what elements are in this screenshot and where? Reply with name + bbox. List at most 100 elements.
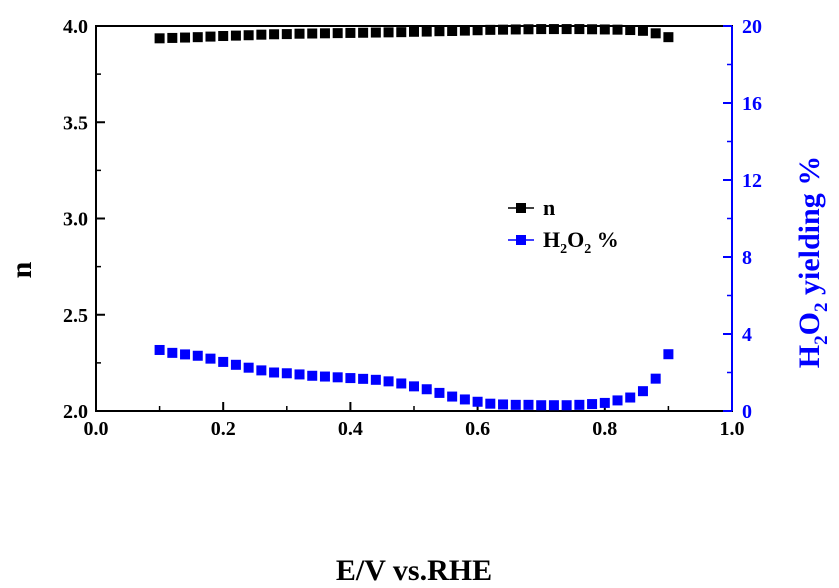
- left-y-tick-label: 2.5: [63, 305, 88, 327]
- data-point-n: [319, 28, 330, 39]
- data-point-n: [434, 26, 445, 37]
- data-point-h2o2: [650, 373, 661, 384]
- legend-h2o2-marker: [516, 235, 526, 245]
- data-point-n: [396, 27, 407, 38]
- data-point-n: [230, 30, 241, 41]
- data-point-h2o2: [358, 373, 369, 384]
- data-point-n: [256, 29, 267, 40]
- data-point-n: [612, 24, 623, 35]
- legend-n-marker: [516, 203, 526, 213]
- legend-sub-b: 2: [584, 242, 591, 257]
- data-point-h2o2: [434, 387, 445, 398]
- right-y-axis-ticks: 0 4 8 12 16 20: [723, 16, 762, 423]
- data-point-h2o2: [523, 399, 534, 410]
- legend-h: H: [543, 227, 560, 252]
- right-y-tick-label: 12: [742, 170, 762, 192]
- x-tick-label: 1.0: [720, 418, 745, 440]
- data-point-n: [243, 30, 254, 41]
- data-point-h2o2: [536, 400, 547, 411]
- data-point-n: [459, 25, 470, 36]
- data-point-h2o2: [663, 349, 674, 360]
- data-point-n: [205, 31, 216, 42]
- x-tick-label: 0.2: [211, 418, 236, 440]
- data-point-n: [498, 24, 509, 35]
- x-axis-title: E/V vs.RHE: [336, 554, 492, 587]
- data-point-h2o2: [243, 362, 254, 373]
- data-point-h2o2: [332, 372, 343, 383]
- data-point-n: [307, 28, 318, 39]
- data-point-h2o2: [396, 378, 407, 389]
- data-point-n: [599, 24, 610, 35]
- data-point-h2o2: [319, 371, 330, 382]
- data-point-n: [472, 25, 483, 36]
- data-point-h2o2: [599, 397, 610, 408]
- x-tick-label: 0.6: [465, 418, 490, 440]
- data-point-h2o2: [637, 386, 648, 397]
- data-point-h2o2: [459, 394, 470, 405]
- data-point-h2o2: [612, 395, 623, 406]
- data-point-n: [650, 28, 661, 39]
- right-y-axis-title: H2O2 yielding %: [793, 156, 832, 368]
- right-y-tick-label: 8: [742, 247, 752, 269]
- data-point-n: [269, 29, 280, 40]
- data-point-n: [574, 24, 585, 35]
- data-point-h2o2: [498, 399, 509, 410]
- legend: n H2O2 %: [508, 195, 619, 257]
- data-point-h2o2: [574, 399, 585, 410]
- data-point-h2o2: [294, 369, 305, 380]
- data-point-n: [192, 32, 203, 43]
- left-y-tick-label: 3.5: [63, 112, 88, 134]
- data-point-n: [485, 24, 496, 35]
- data-point-h2o2: [383, 376, 394, 387]
- left-y-tick-label: 2.0: [63, 401, 88, 423]
- data-point-n: [358, 27, 369, 38]
- x-tick-label: 0.4: [338, 418, 363, 440]
- data-point-n: [345, 27, 356, 38]
- x-tick-label: 0.0: [84, 418, 109, 440]
- data-point-h2o2: [281, 368, 292, 379]
- data-point-h2o2: [167, 347, 178, 358]
- data-point-n: [523, 24, 534, 35]
- data-point-n: [561, 24, 572, 35]
- data-point-n: [447, 26, 458, 37]
- legend-sub-a: 2: [560, 242, 567, 257]
- legend-n-label: n: [543, 195, 555, 220]
- legend-h2o2-label: H2O2 %: [543, 227, 619, 257]
- data-point-h2o2: [625, 392, 636, 403]
- x-axis-ticks: 0.0 0.2 0.4 0.6 0.8 1.0: [84, 402, 745, 440]
- data-point-n: [370, 27, 381, 38]
- legend-percent: %: [591, 227, 619, 252]
- data-point-h2o2: [548, 400, 559, 411]
- series-h2o2-markers: [154, 344, 674, 411]
- data-point-h2o2: [230, 359, 241, 370]
- left-y-tick-label: 3.0: [63, 209, 88, 231]
- data-point-h2o2: [409, 381, 419, 392]
- left-y-axis-ticks: 2.0 2.5 3.0 3.5 4.0: [63, 16, 105, 423]
- data-point-h2o2: [192, 350, 203, 361]
- data-point-n: [625, 25, 636, 36]
- data-point-h2o2: [510, 399, 521, 410]
- data-point-h2o2: [370, 374, 381, 385]
- data-point-n: [663, 32, 674, 43]
- right-title-sub-2a: 2: [811, 335, 832, 345]
- data-point-n: [637, 25, 648, 36]
- right-title-rest: yielding %: [793, 156, 826, 303]
- data-point-n: [536, 24, 547, 35]
- data-point-h2o2: [218, 356, 229, 367]
- right-title-h: H: [793, 345, 826, 368]
- x-tick-label: 0.8: [592, 418, 617, 440]
- data-point-h2o2: [205, 353, 216, 364]
- data-point-h2o2: [587, 399, 598, 410]
- data-point-n: [167, 32, 178, 43]
- data-point-n: [281, 29, 292, 40]
- data-point-n: [332, 28, 343, 39]
- right-title-o: O: [793, 312, 826, 335]
- data-point-n: [510, 24, 521, 35]
- data-point-h2o2: [345, 373, 356, 384]
- data-point-h2o2: [256, 365, 267, 376]
- data-point-n: [154, 33, 165, 44]
- data-point-n: [587, 24, 598, 35]
- data-point-h2o2: [561, 400, 572, 411]
- data-point-n: [548, 24, 559, 35]
- data-point-n: [383, 27, 394, 38]
